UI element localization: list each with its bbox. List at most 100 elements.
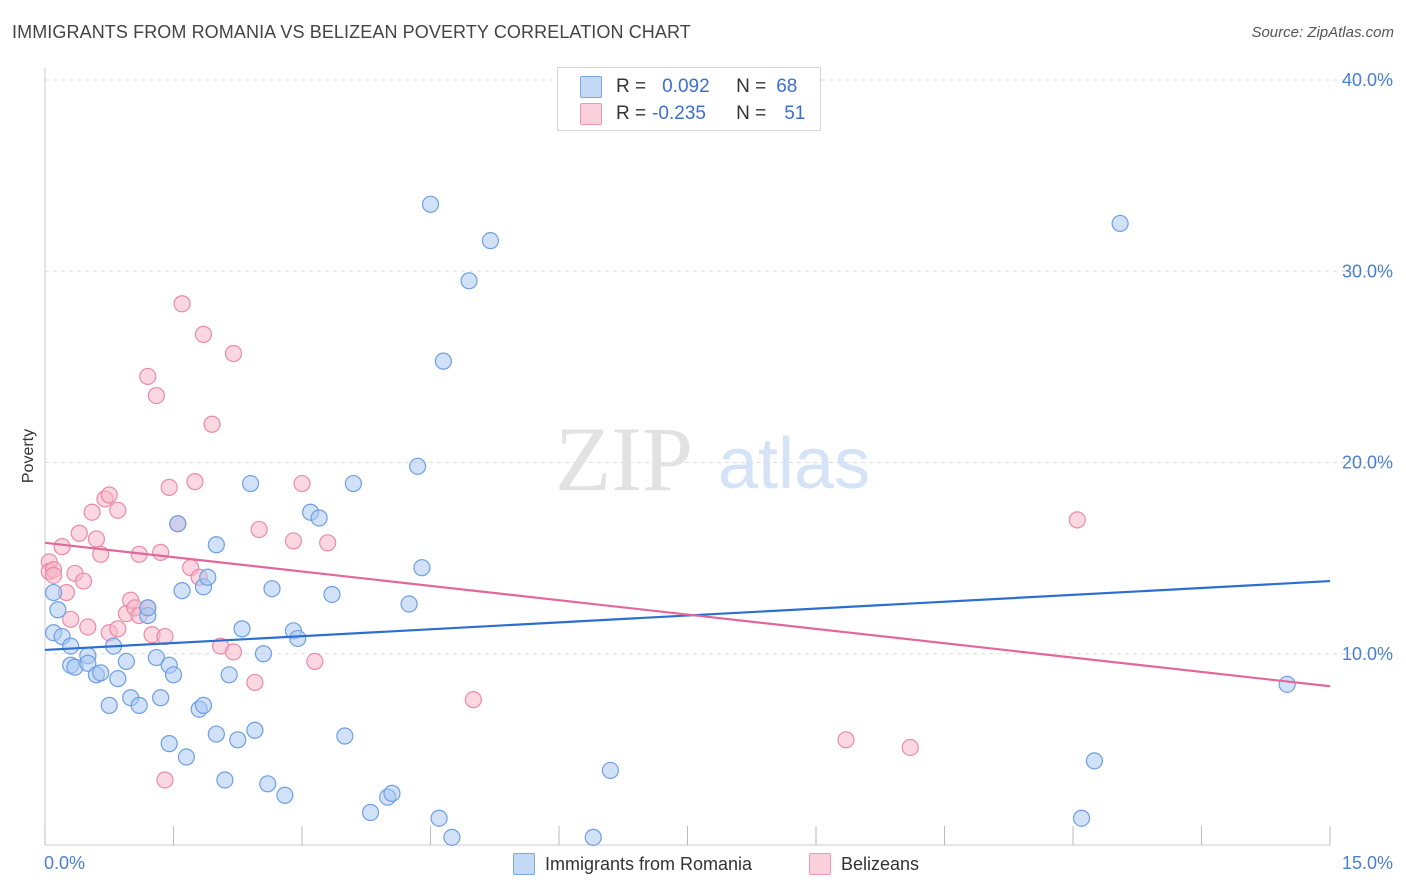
bottom-legend-label-romania: Immigrants from Romania	[545, 853, 753, 874]
data-point	[1085, 752, 1104, 770]
legend-row-romania: R = 0.092 N = 68	[580, 75, 797, 99]
data-point	[92, 664, 110, 682]
data-point	[207, 536, 225, 554]
data-point	[383, 784, 401, 802]
data-point	[87, 530, 106, 548]
x-tick-label: 15.0%	[1342, 853, 1393, 873]
legend-r-label: R =	[616, 76, 647, 97]
data-point	[400, 595, 418, 613]
watermark-atlas: atlas	[718, 424, 870, 504]
data-point	[413, 559, 431, 577]
data-point	[481, 232, 500, 250]
legend-r-value: -0.235	[652, 103, 706, 124]
data-point	[156, 771, 174, 789]
legend-row-belizeans: R = -0.235 N = 51	[580, 102, 805, 126]
axes	[44, 68, 1331, 846]
data-point	[434, 352, 452, 370]
data-point	[224, 643, 243, 661]
data-point	[62, 610, 80, 628]
data-point	[323, 585, 341, 604]
data-point	[460, 272, 478, 290]
data-point	[173, 295, 191, 313]
legend-n-label: N =	[736, 76, 767, 97]
legend-n-value: 51	[784, 103, 806, 124]
data-point	[186, 473, 204, 491]
bottom-swatch-blue	[513, 853, 535, 875]
data-point	[1111, 214, 1129, 233]
data-point	[70, 524, 88, 542]
data-point	[464, 691, 482, 709]
data-point	[100, 486, 118, 504]
data-point	[147, 648, 165, 667]
data-point	[293, 474, 311, 493]
data-point	[109, 620, 127, 638]
data-point	[306, 652, 324, 671]
data-point	[194, 325, 213, 343]
data-point	[284, 532, 303, 550]
chart-title: IMMIGRANTS FROM ROMANIA VS BELIZEAN POVE…	[12, 22, 691, 42]
y-tick-label: 30.0%	[1342, 261, 1393, 281]
data-point	[152, 689, 170, 707]
data-point	[44, 583, 63, 602]
bottom-legend-belizeans: Belizeans	[809, 852, 919, 876]
data-point	[109, 501, 127, 519]
data-point	[117, 652, 135, 671]
data-point	[53, 538, 71, 556]
legend-n-label: N =	[736, 103, 767, 124]
tick-labels: 10.0% 20.0% 30.0% 40.0% 0.0% 15.0%	[44, 70, 1393, 873]
bottom-legend-romania: Immigrants from Romania	[513, 852, 752, 876]
data-point	[1068, 511, 1086, 529]
data-point	[109, 670, 127, 688]
data-point	[361, 803, 380, 822]
data-point	[601, 761, 620, 780]
data-point	[199, 568, 217, 586]
data-point	[62, 637, 80, 655]
data-point	[242, 474, 260, 493]
legend-r-value: 0.092	[662, 76, 710, 97]
data-point	[100, 696, 118, 714]
data-point	[169, 515, 187, 533]
data-point	[147, 386, 165, 405]
data-point	[207, 725, 225, 743]
data-point	[421, 195, 440, 213]
data-point	[224, 344, 243, 363]
watermark-zip: ZIP	[555, 408, 693, 510]
bottom-legend-label-belizeans: Belizeans	[841, 853, 920, 874]
bottom-swatch-pink	[809, 853, 831, 875]
legend-swatch-blue	[580, 76, 602, 98]
data-point	[246, 721, 264, 739]
trend-line-belizeans	[44, 541, 1331, 688]
series-romania-points	[44, 195, 1296, 846]
legend-swatch-pink	[580, 103, 602, 125]
data-point	[276, 786, 294, 804]
data-point	[250, 520, 268, 539]
data-point	[220, 666, 238, 684]
data-point	[1278, 675, 1296, 693]
data-point	[430, 809, 448, 827]
data-point	[160, 478, 178, 496]
data-point	[44, 566, 63, 584]
data-point	[139, 599, 157, 617]
data-point	[216, 771, 234, 789]
data-point	[130, 696, 148, 714]
data-point	[409, 457, 427, 475]
y-tick-label: 10.0%	[1342, 644, 1393, 664]
data-point	[263, 580, 281, 598]
legend-r-label: R =	[616, 103, 647, 124]
data-point	[203, 415, 221, 433]
data-point	[310, 509, 328, 527]
gridlines	[45, 79, 1392, 655]
data-point	[246, 673, 264, 692]
data-point	[336, 727, 354, 745]
watermark: ZIP atlas	[555, 408, 870, 510]
data-point	[1072, 809, 1091, 827]
data-point	[229, 731, 247, 749]
data-point	[254, 645, 273, 663]
data-point	[837, 731, 855, 749]
data-point	[319, 534, 337, 552]
data-point	[901, 738, 919, 757]
data-point	[164, 666, 183, 684]
data-point	[194, 696, 213, 714]
data-point	[79, 618, 97, 636]
